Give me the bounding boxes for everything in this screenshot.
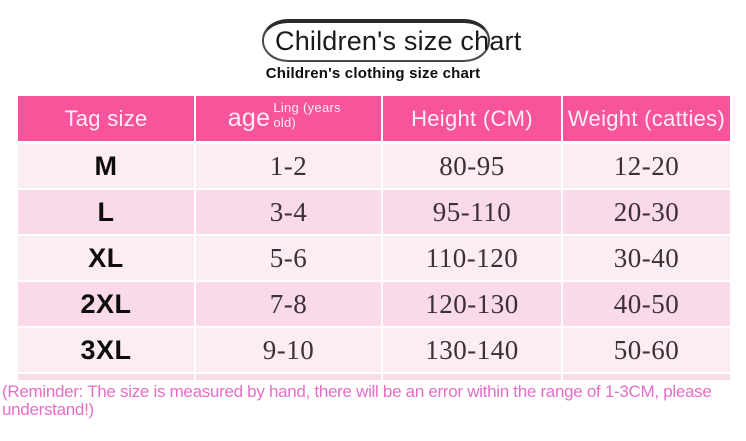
strip-cell: [383, 374, 561, 380]
header-age: age Ling (years old): [196, 96, 381, 141]
table-row-m: M 1-2 80-95 12-20: [18, 144, 730, 188]
header-age-label: age: [227, 104, 271, 132]
age-cell: 1-2: [196, 144, 381, 188]
height-cell: 80-95: [383, 144, 561, 188]
size-cell: 3XL: [18, 328, 194, 372]
header-height: Height (CM): [383, 96, 561, 141]
size-cell: XL: [18, 236, 194, 280]
height-cell: 130-140: [383, 328, 561, 372]
strip-cell: [196, 374, 381, 380]
age-cell: 5-6: [196, 236, 381, 280]
height-cell: 120-130: [383, 282, 561, 326]
weight-cell: 12-20: [563, 144, 730, 188]
height-cell: 110-120: [383, 236, 561, 280]
page-title: Children's size chart: [275, 26, 522, 56]
table-row-xl: XL 5-6 110-120 30-40: [18, 236, 730, 280]
page-subtitle: Children's clothing size chart: [265, 65, 481, 82]
weight-cell: 40-50: [563, 282, 730, 326]
size-cell: L: [18, 190, 194, 234]
title-bubble: Children's size chart: [262, 19, 521, 62]
table-row-2xl: 2XL 7-8 120-130 40-50: [18, 282, 730, 326]
weight-cell: 30-40: [563, 236, 730, 280]
strip-cell: [563, 374, 730, 380]
table-row-l: L 3-4 95-110 20-30: [18, 190, 730, 234]
size-cell: 2XL: [18, 282, 194, 326]
age-cell: 7-8: [196, 282, 381, 326]
reminder-note: (Reminder: The size is measured by hand,…: [2, 382, 712, 419]
size-chart-table: Tag size age Ling (years old) Height (CM…: [18, 96, 730, 380]
table-row-3xl: 3XL 9-10 130-140 50-60: [18, 328, 730, 372]
header-tag-size: Tag size: [18, 96, 194, 141]
table-bottom-strip: [18, 374, 730, 380]
strip-cell: [18, 374, 194, 380]
size-cell: M: [18, 144, 194, 188]
height-cell: 95-110: [383, 190, 561, 234]
age-cell: 3-4: [196, 190, 381, 234]
weight-cell: 50-60: [563, 328, 730, 372]
header-age-sublabel: Ling (years old): [273, 100, 341, 130]
header-weight: Weight (catties): [563, 96, 730, 141]
weight-cell: 20-30: [563, 190, 730, 234]
table-header-row: Tag size age Ling (years old) Height (CM…: [18, 96, 730, 141]
age-cell: 9-10: [196, 328, 381, 372]
